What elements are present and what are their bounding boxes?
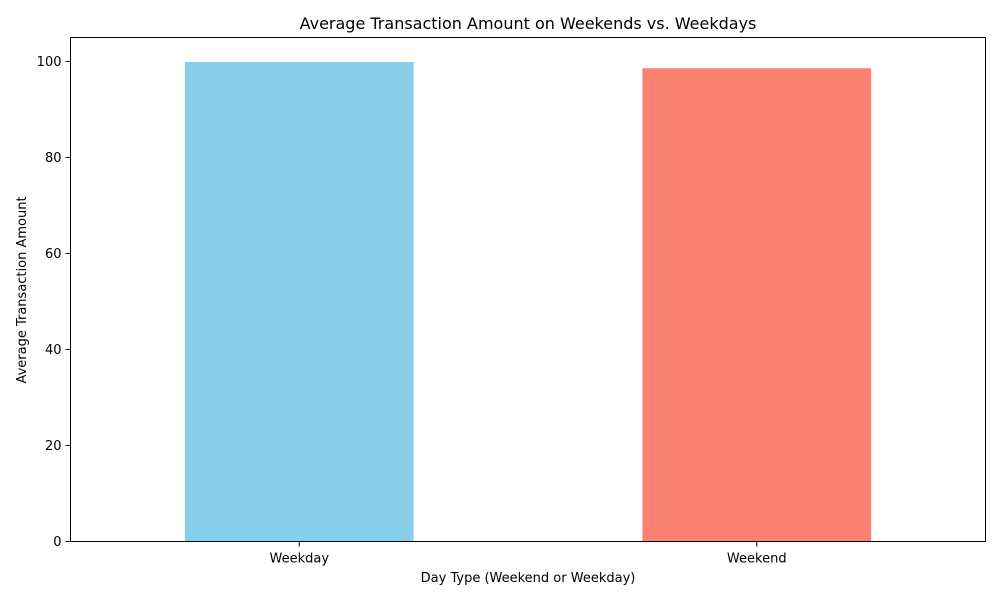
y-tick-label-0: 0 bbox=[53, 535, 61, 550]
x-tick-label-weekend: Weekend bbox=[727, 552, 787, 567]
bars-group bbox=[184, 61, 872, 542]
y-axis: 0 20 40 60 80 100 bbox=[37, 55, 71, 550]
y-tick-label-80: 80 bbox=[45, 151, 62, 166]
y-tick-label-100: 100 bbox=[37, 55, 62, 70]
bar-weekday bbox=[184, 61, 414, 542]
x-axis-label: Day Type (Weekend or Weekday) bbox=[421, 571, 636, 586]
y-tick-label-60: 60 bbox=[45, 247, 62, 262]
y-tick-label-40: 40 bbox=[45, 343, 62, 358]
y-tick-label-20: 20 bbox=[45, 439, 62, 454]
plot-frame bbox=[70, 37, 986, 542]
chart-title: Average Transaction Amount on Weekends v… bbox=[300, 14, 757, 33]
x-axis: Weekday Weekend bbox=[269, 541, 787, 567]
x-tick-label-weekday: Weekday bbox=[269, 552, 329, 567]
bar-weekend bbox=[642, 68, 872, 542]
y-axis-label: Average Transaction Amount bbox=[15, 196, 30, 383]
